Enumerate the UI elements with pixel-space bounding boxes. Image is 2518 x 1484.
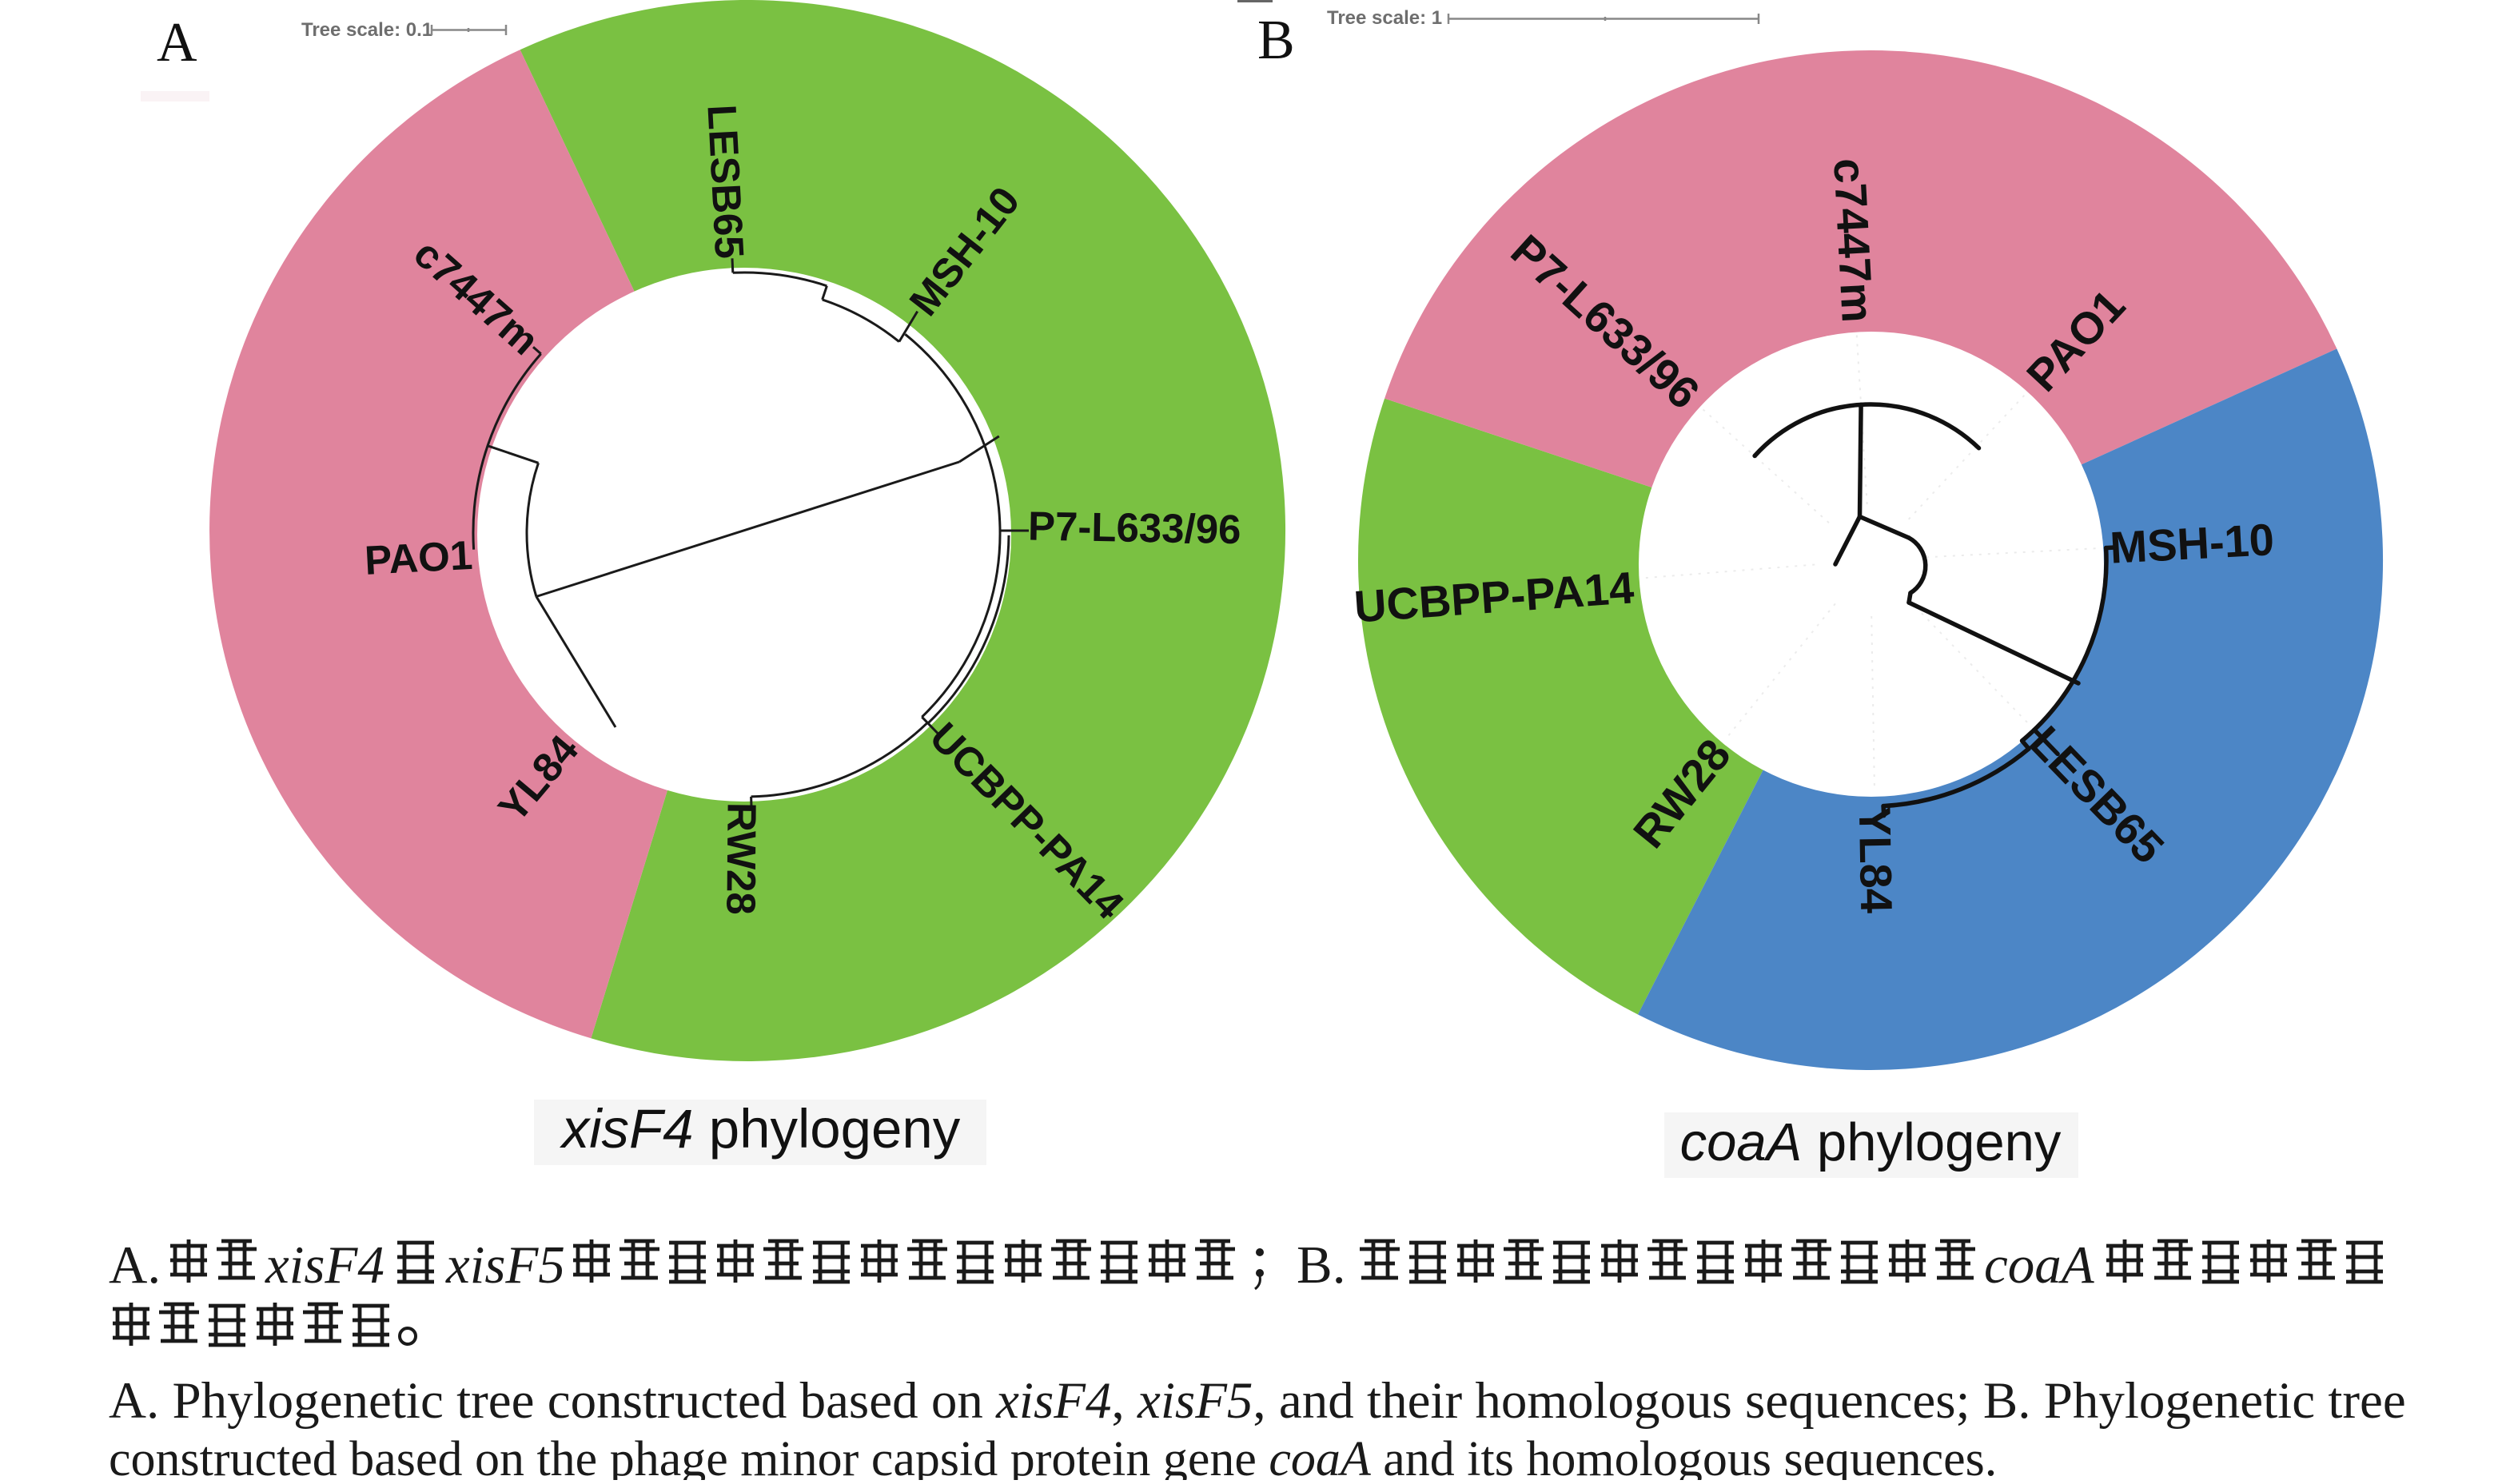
svg-text:A: A (157, 12, 197, 74)
svg-text:coaA: coaA (1984, 1235, 2095, 1295)
svg-text:c7447m: c7447m (1824, 157, 1883, 324)
svg-text:B.: B. (1297, 1235, 1345, 1295)
svg-text:PAO1: PAO1 (364, 532, 474, 583)
svg-text:YL84: YL84 (1850, 806, 1902, 913)
svg-text:LESB65: LESB65 (699, 104, 752, 260)
svg-text:P7-L633/96: P7-L633/96 (1028, 503, 1241, 553)
svg-text:constructed based on the phage: constructed based on the phage minor cap… (109, 1432, 1997, 1480)
svg-text:xisF4: xisF4 (265, 1235, 384, 1295)
svg-text:RW28: RW28 (718, 802, 764, 915)
svg-text:Tree scale: 0.1: Tree scale: 0.1 (301, 19, 432, 41)
svg-text:B: B (1257, 10, 1295, 71)
svg-text:xisF5: xisF5 (445, 1235, 565, 1295)
svg-text:coaA phylogeny: coaA phylogeny (1680, 1112, 2062, 1172)
svg-text:xisF4 phylogeny: xisF4 phylogeny (560, 1098, 961, 1160)
svg-text:MSH-10: MSH-10 (2109, 514, 2275, 573)
svg-text:A. Phylogenetic tree construct: A. Phylogenetic tree constructed based o… (109, 1372, 2406, 1430)
svg-text:Tree scale: 1: Tree scale: 1 (1327, 7, 1442, 29)
svg-text:A.: A. (109, 1235, 161, 1295)
